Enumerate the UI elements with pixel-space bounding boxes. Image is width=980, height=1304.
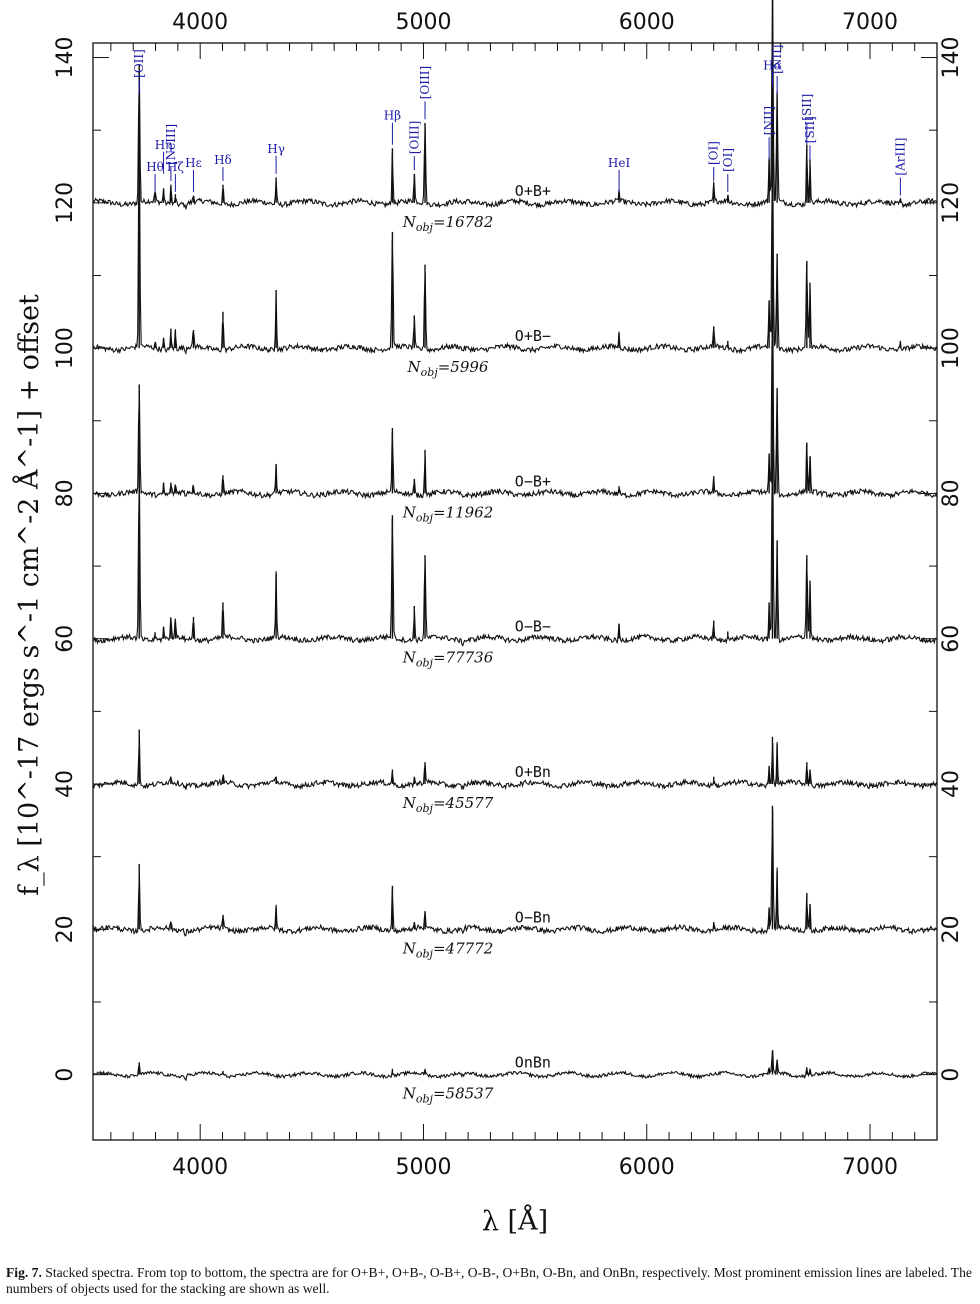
line-label: Hα bbox=[763, 59, 782, 73]
y-tick-label-left: 60 bbox=[53, 625, 78, 653]
line-label: Hε bbox=[185, 156, 202, 170]
line-label: [OI] bbox=[721, 148, 735, 172]
y-tick-label-left: 0 bbox=[53, 1068, 78, 1082]
caption-label: Fig. 7. bbox=[6, 1265, 42, 1280]
x-tick-label-top: 7000 bbox=[842, 10, 898, 35]
stacked-spectra-chart: 4000 4000 5000 5000 6000 6000 7000 7000 0 0 20 20 40… bbox=[12, 0, 964, 1237]
figure-caption: Fig. 7. Stacked spectra. From top to bot… bbox=[6, 1265, 974, 1297]
x-tick-label-top: 6000 bbox=[619, 10, 675, 35]
line-label: [NII] bbox=[762, 106, 776, 135]
x-tick-label-bottom: 7000 bbox=[842, 1155, 898, 1180]
line-label: [NeIII] bbox=[164, 124, 178, 165]
spectrum-line bbox=[92, 0, 938, 210]
line-label: Hγ bbox=[267, 142, 285, 156]
plot-frame bbox=[92, 42, 938, 1141]
y-tick-label-right: 100 bbox=[939, 327, 964, 369]
y-tick-label-right: 140 bbox=[939, 37, 964, 79]
y-tick-label-left: 40 bbox=[53, 770, 78, 798]
line-label: Hβ bbox=[384, 109, 401, 123]
nobj-label: Nobj=45577 bbox=[402, 794, 494, 815]
line-label: [SII] bbox=[800, 94, 814, 121]
line-label: [OI] bbox=[707, 141, 721, 165]
line-label: HeI bbox=[608, 156, 631, 170]
spectrum-name-label: O−Bn bbox=[515, 908, 551, 926]
caption-text: Stacked spectra. From top to bottom, the… bbox=[6, 1265, 972, 1296]
nobj-label: Nobj=16782 bbox=[402, 213, 494, 234]
x-tick-label-bottom: 6000 bbox=[619, 1155, 675, 1180]
line-label: Hδ bbox=[214, 153, 232, 167]
spectrum-line bbox=[92, 1049, 938, 1082]
spectrum-line bbox=[92, 736, 938, 791]
y-tick-label-left: 140 bbox=[53, 37, 78, 79]
y-tick-label-right: 60 bbox=[939, 625, 964, 653]
y-tick-label-right: 0 bbox=[939, 1068, 964, 1082]
line-label: [SII] bbox=[803, 116, 817, 143]
spectrum-name-label: O−B+ bbox=[515, 472, 551, 490]
x-tick-label-top: 5000 bbox=[395, 10, 451, 35]
spectrum-line bbox=[92, 286, 938, 500]
x-tick-label-bottom: 4000 bbox=[172, 1155, 228, 1180]
line-label: Hζ bbox=[167, 160, 184, 174]
y-tick-label-left: 100 bbox=[53, 327, 78, 369]
y-tick-label-right: 20 bbox=[939, 915, 964, 943]
line-label: Hθ bbox=[146, 160, 164, 174]
x-axis-title: λ [Å] bbox=[482, 1204, 548, 1237]
nobj-label: Nobj=47772 bbox=[402, 939, 494, 960]
nobj-label: Nobj=11962 bbox=[402, 503, 494, 524]
spectrum-line bbox=[92, 434, 938, 647]
nobj-label: Nobj=5996 bbox=[407, 358, 489, 379]
spectrum-name-label: OnBn bbox=[515, 1054, 551, 1072]
y-tick-label-left: 120 bbox=[53, 182, 78, 224]
line-label: [OII] bbox=[132, 49, 146, 78]
line-label: [OIII] bbox=[407, 121, 421, 154]
y-tick-label-right: 40 bbox=[939, 770, 964, 798]
y-tick-label-left: 80 bbox=[53, 479, 78, 507]
spectrum-name-label: O−B− bbox=[515, 618, 551, 636]
line-label: Hη bbox=[155, 138, 173, 152]
spectrum-name-label: O+B+ bbox=[515, 182, 551, 200]
line-labels-group: [OII] Hθ Hη[NeIII]Hζ Hε Hδ Hγ Hβ [OIII] [OIII] He… bbox=[132, 45, 907, 196]
spectrum-name-label: O+Bn bbox=[515, 763, 551, 781]
y-tick-label-right: 120 bbox=[939, 182, 964, 224]
y-tick-label-right: 80 bbox=[939, 479, 964, 507]
line-label: [OIII] bbox=[418, 66, 432, 99]
line-label: [NII] bbox=[770, 45, 784, 74]
x-tick-label-top: 4000 bbox=[172, 10, 228, 35]
spectra-group: O+B+ Nobj=16782 O+B− Nobj=5996 O−B+ Nobj=1196… bbox=[92, 0, 938, 1106]
spectrum-name-label: O+B− bbox=[515, 327, 551, 345]
y-axis-title: f_λ [10^-17 ergs s^-1 cm^-2 Å^-1] + offs… bbox=[12, 294, 45, 896]
x-tick-label-bottom: 5000 bbox=[395, 1155, 451, 1180]
line-label: [ArIII] bbox=[893, 138, 907, 176]
nobj-label: Nobj=77736 bbox=[402, 649, 494, 670]
y-tick-label-left: 20 bbox=[53, 915, 78, 943]
axis-ticks: 4000 4000 5000 5000 6000 6000 7000 7000 0 0 20 20 40… bbox=[53, 10, 964, 1180]
nobj-label: Nobj=58537 bbox=[402, 1085, 494, 1106]
spectrum-line bbox=[92, 809, 938, 937]
spectrum-line bbox=[92, 139, 938, 356]
